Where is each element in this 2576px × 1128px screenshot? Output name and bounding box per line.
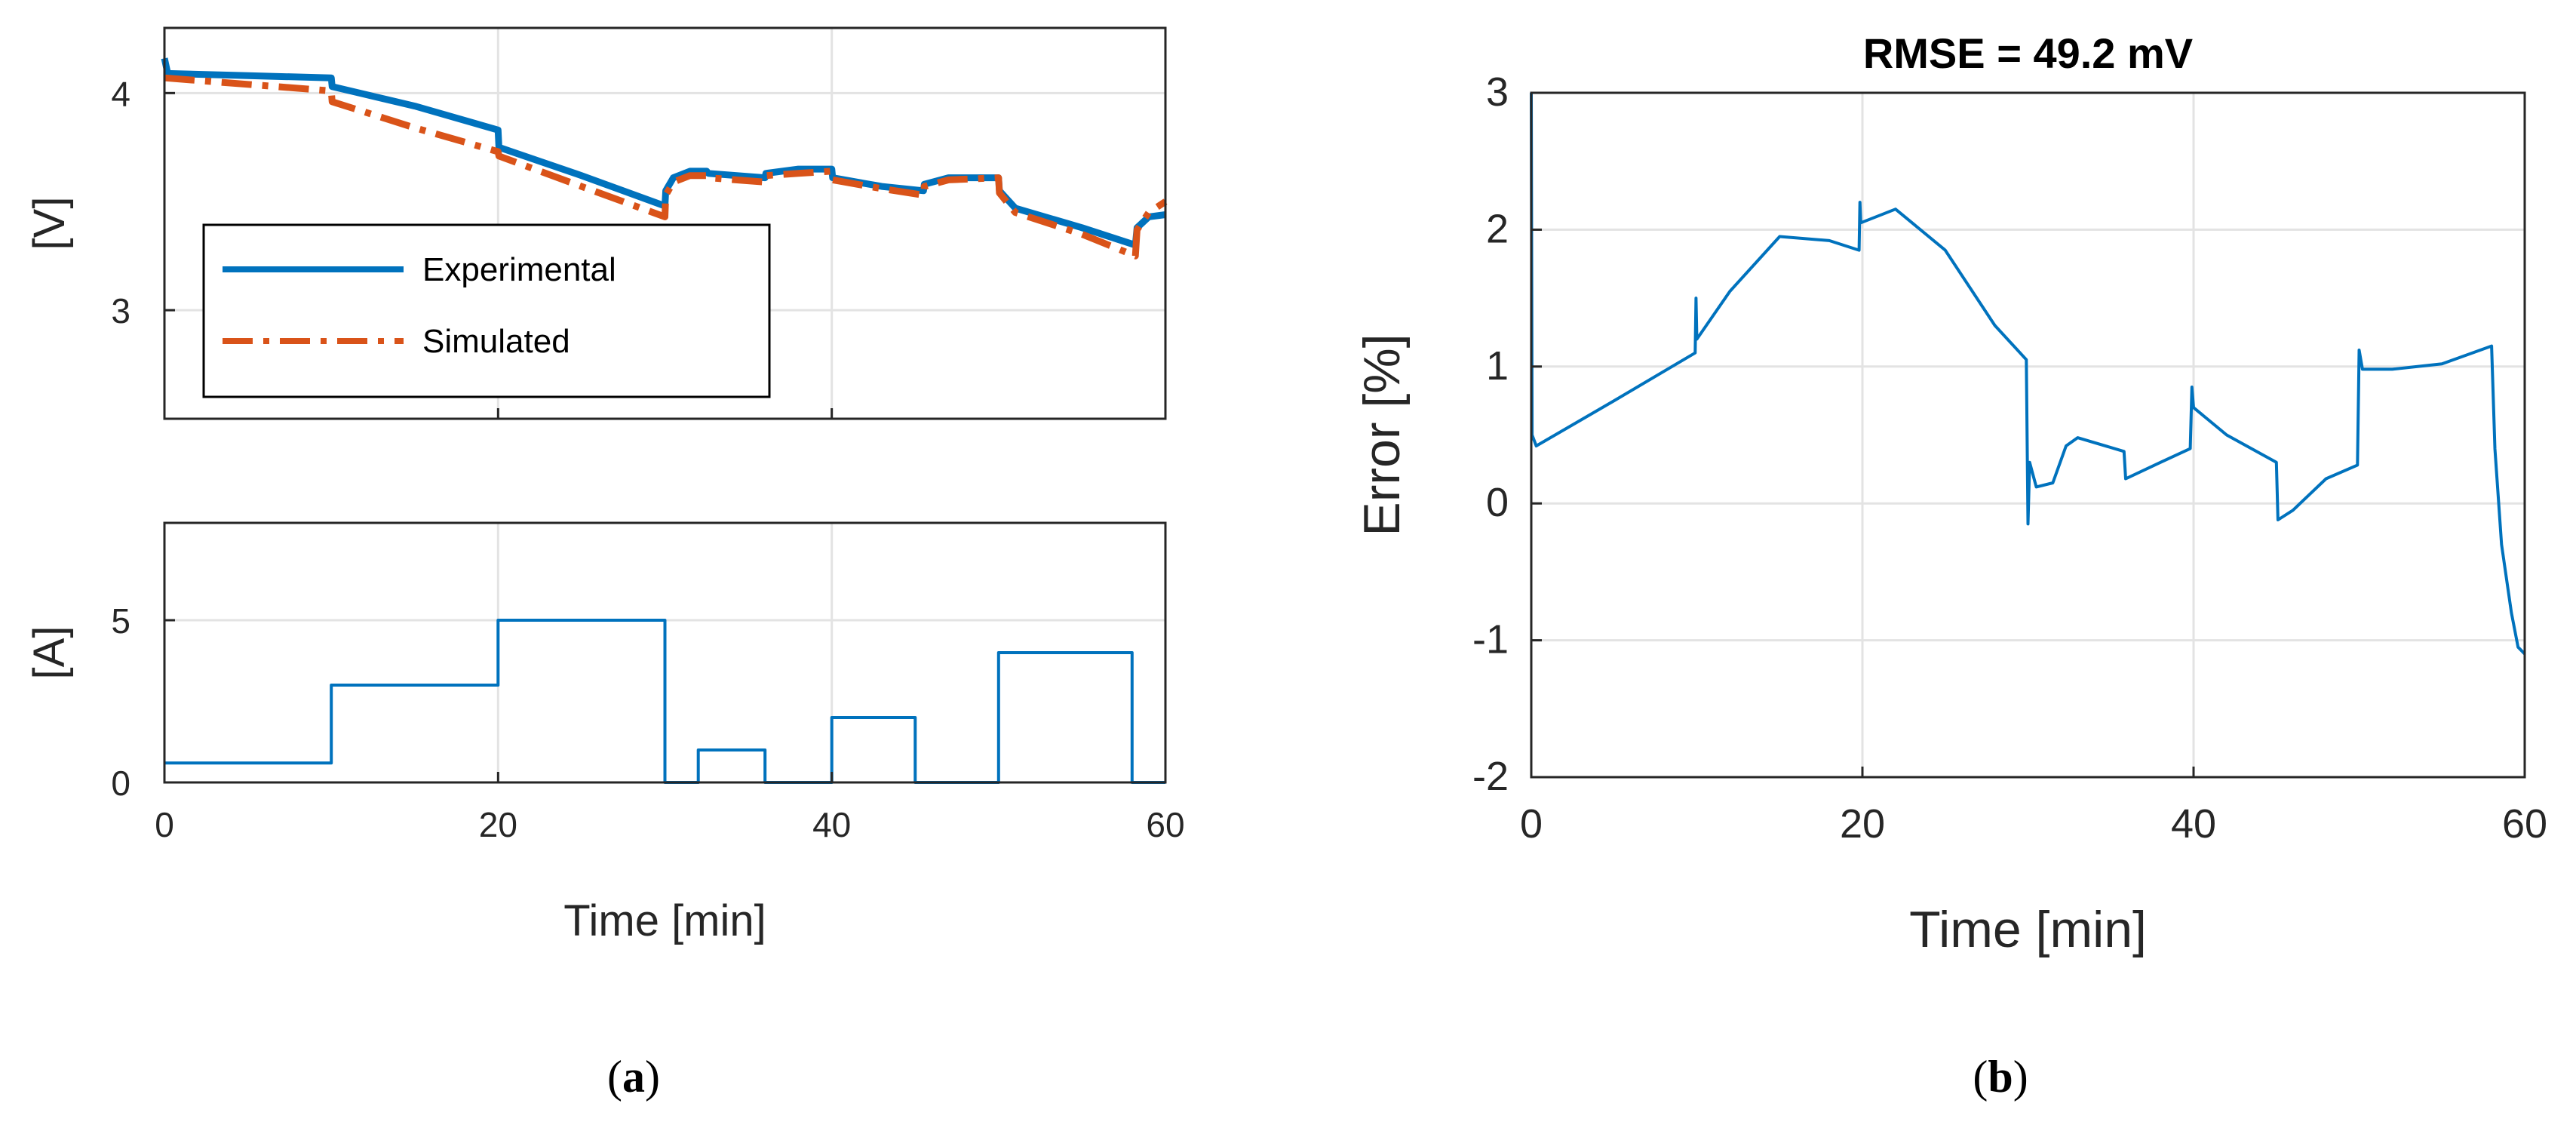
y-tick-label: 3 bbox=[111, 291, 130, 330]
caption-b-letter: b bbox=[1988, 1052, 2013, 1102]
x-tick-label: 40 bbox=[812, 805, 851, 844]
chart-error: 0 20 40 60 -2 -1 0 1 2 3 Error [%] Time [min] RMSE =… bbox=[1353, 29, 2547, 958]
y-tick-label: 1 bbox=[1486, 343, 1509, 389]
caption-a-open: ( bbox=[607, 1052, 622, 1102]
y-axis-label: Error [%] bbox=[1353, 333, 1411, 536]
axes-box bbox=[163, 521, 1167, 784]
axes-box bbox=[1530, 91, 2526, 779]
series-line-current bbox=[164, 619, 1165, 784]
y-tick-label: 0 bbox=[111, 764, 130, 803]
caption-b-close: ) bbox=[2013, 1052, 2028, 1102]
caption-a-close: ) bbox=[645, 1052, 660, 1102]
y-tick-label: 3 bbox=[1486, 69, 1509, 115]
y-tick-label: -2 bbox=[1472, 754, 1509, 799]
chart-title: RMSE = 49.2 mV bbox=[1863, 29, 2193, 77]
y-tick-label: -1 bbox=[1472, 617, 1509, 662]
x-axis-label: Time [min] bbox=[563, 896, 766, 945]
caption-b: (b) bbox=[1973, 1052, 2028, 1102]
y-tick-label: 5 bbox=[111, 601, 130, 641]
series-line-simulated bbox=[164, 74, 1168, 260]
caption-b-open: ( bbox=[1973, 1052, 1988, 1102]
legend: Experimental Simulated bbox=[202, 223, 771, 398]
x-tick-label: 0 bbox=[1520, 801, 1543, 847]
legend-label-simulated: Simulated bbox=[422, 323, 570, 360]
x-tick-label: 20 bbox=[479, 805, 517, 844]
y-axis-label: [V] bbox=[25, 197, 74, 250]
x-tick-label: 0 bbox=[155, 805, 174, 844]
y-tick-label: 2 bbox=[1486, 206, 1509, 251]
y-tick-label: 0 bbox=[1486, 480, 1509, 525]
x-axis-label: Time [min] bbox=[1909, 901, 2147, 958]
caption-a-letter: a bbox=[622, 1052, 645, 1102]
series-line-error bbox=[1530, 92, 2526, 656]
x-tick-label: 40 bbox=[2171, 801, 2216, 847]
axes-box bbox=[163, 26, 1167, 420]
legend-label-experimental: Experimental bbox=[422, 251, 616, 288]
legend-box bbox=[202, 223, 771, 398]
chart-current: 0 20 40 60 0 5 [A] Time [min] bbox=[25, 521, 1185, 945]
y-axis-label: [A] bbox=[25, 626, 74, 680]
x-tick-label: 60 bbox=[1146, 805, 1184, 844]
y-tick-label: 4 bbox=[111, 74, 130, 113]
x-tick-label: 20 bbox=[1840, 801, 1885, 847]
x-tick-label: 60 bbox=[2502, 801, 2547, 847]
caption-a: (a) bbox=[607, 1052, 660, 1102]
series-line-experimental bbox=[161, 57, 1166, 249]
charts-layer: 3 4 [V] 0 20 40 60 0 5 [A] Time [min] 0 20 40 60 -2 -1 0 1… bbox=[25, 26, 2547, 958]
